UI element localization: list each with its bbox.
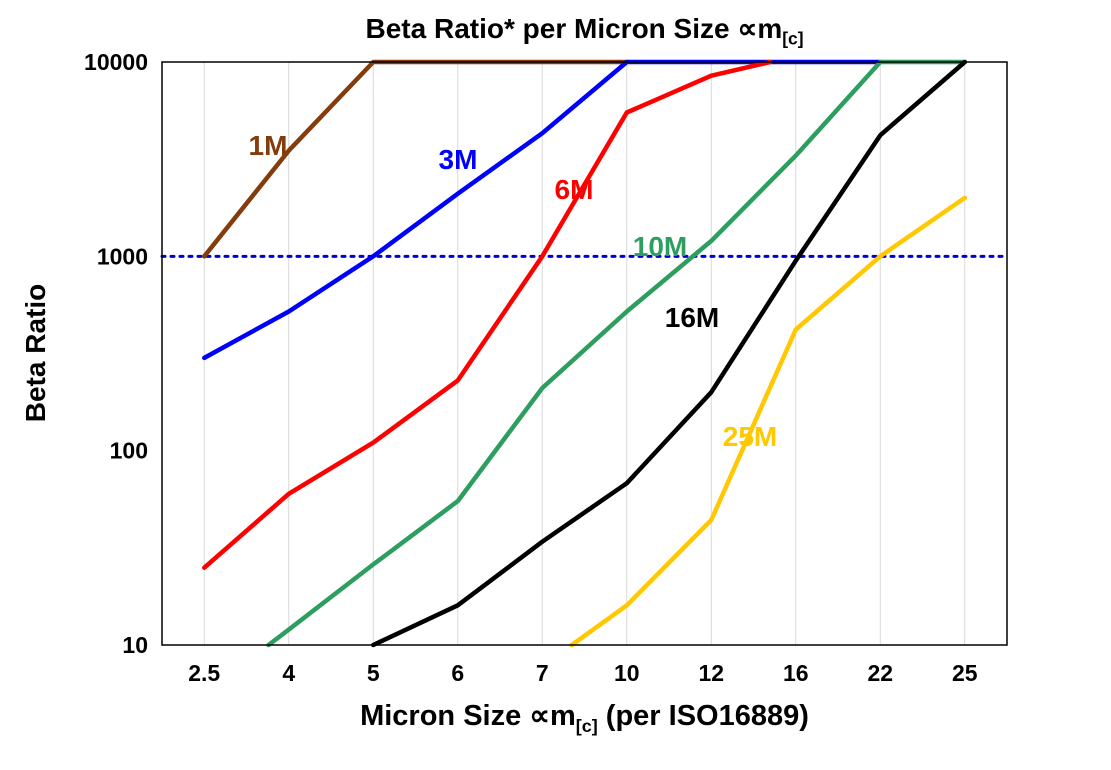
x-tick-label: 12 xyxy=(698,660,724,686)
y-tick-label: 10 xyxy=(122,632,148,658)
chart-title-subscript: [c] xyxy=(782,28,804,49)
series-line-16M xyxy=(371,59,968,648)
x-tick-label: 25 xyxy=(952,660,978,686)
series-label-10M: 10M xyxy=(632,231,688,262)
x-tick-label: 22 xyxy=(867,660,893,686)
x-axis-title-suffix: (per ISO16889) xyxy=(597,700,809,732)
chart-title: Beta Ratio* per Micron Size ∝m[c] xyxy=(162,12,1007,50)
x-tick-label: 7 xyxy=(536,660,549,686)
y-tick-label: 10000 xyxy=(84,49,148,75)
series-label-25M: 25M xyxy=(722,421,778,452)
series-line-6M xyxy=(202,59,773,570)
x-tick-label: 4 xyxy=(282,660,295,686)
y-tick-label: 1000 xyxy=(97,243,148,269)
x-tick-label: 6 xyxy=(451,660,464,686)
series-label-16M: 16M xyxy=(664,302,720,333)
x-tick-label: 16 xyxy=(783,660,809,686)
series-label-1M: 1M xyxy=(248,130,288,161)
x-tick-label: 2.5 xyxy=(188,660,220,686)
series-label-6M: 6M xyxy=(554,174,594,205)
y-tick-label: 100 xyxy=(110,438,148,464)
x-axis-title-subscript: [c] xyxy=(575,715,598,736)
x-axis-title-text: Micron Size ∝m xyxy=(360,700,576,732)
x-axis-title: Micron Size ∝m[c] (per ISO16889) xyxy=(162,698,1007,737)
series-label-3M: 3M xyxy=(438,144,478,175)
series-line-25M xyxy=(569,195,968,648)
x-tick-label: 5 xyxy=(367,660,380,686)
chart-title-text: Beta Ratio* per Micron Size ∝m xyxy=(365,13,783,44)
plot-border xyxy=(161,61,1008,646)
series-line-10M xyxy=(266,59,968,648)
x-tick-label: 10 xyxy=(614,660,640,686)
